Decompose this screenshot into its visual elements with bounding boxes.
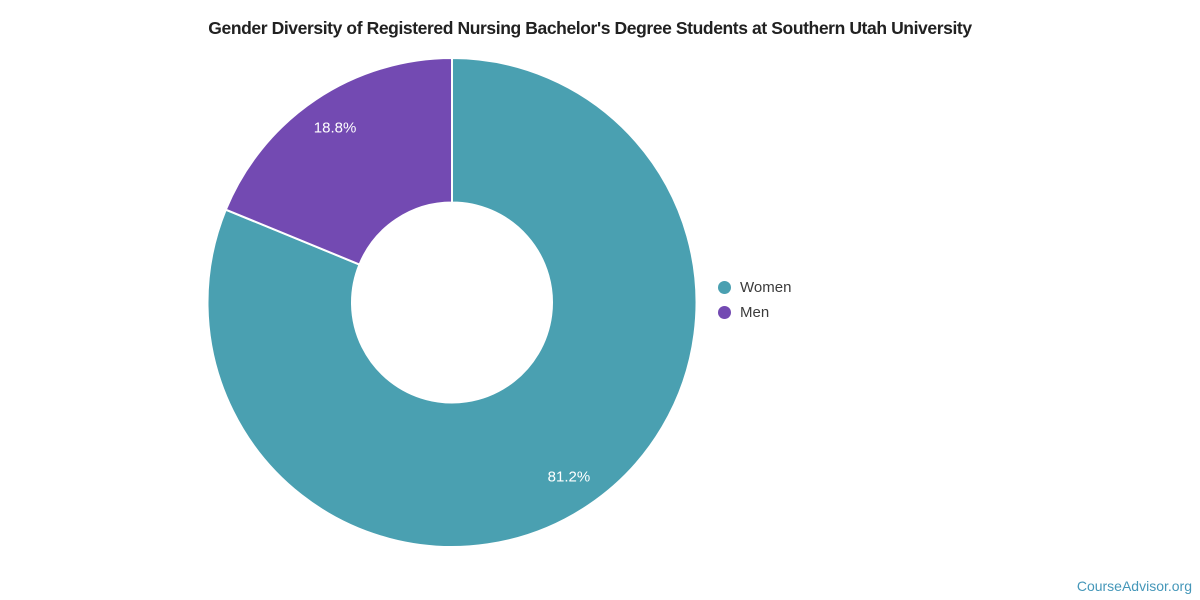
chart-title: Gender Diversity of Registered Nursing B… <box>208 18 972 38</box>
attribution-link[interactable]: CourseAdvisor.org <box>1076 578 1192 594</box>
legend-item-women[interactable]: Women <box>718 280 791 295</box>
pie-slice-men[interactable] <box>224 57 453 266</box>
pie-slice-women[interactable] <box>206 57 698 548</box>
legend: Women Men <box>718 280 791 320</box>
slice-percent-label-men: 18.8% <box>314 120 357 137</box>
slice-percent-label-women: 81.2% <box>548 468 591 485</box>
legend-swatch-men <box>718 306 731 319</box>
legend-label-women: Women <box>740 279 792 296</box>
legend-item-men[interactable]: Men <box>718 305 791 320</box>
legend-label-men: Men <box>740 304 770 321</box>
legend-swatch-women <box>718 281 731 294</box>
